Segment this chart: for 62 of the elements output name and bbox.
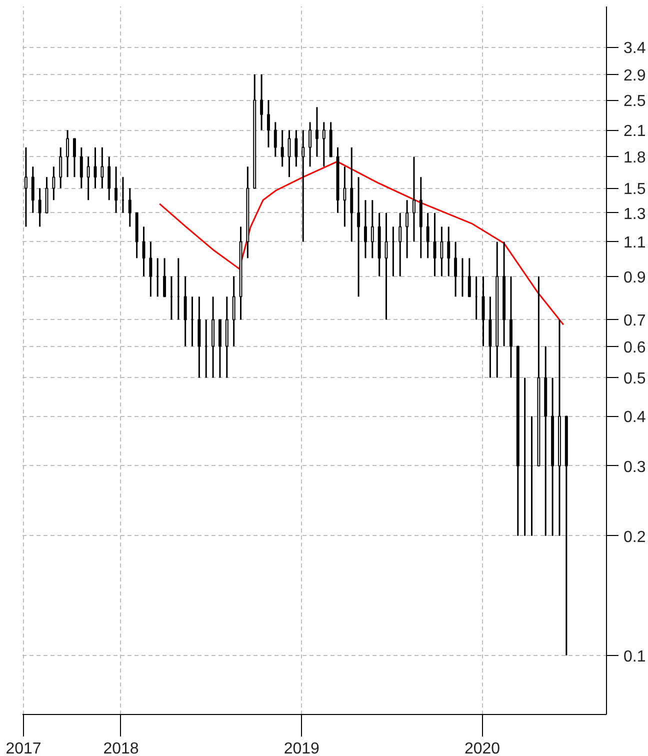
candlestick <box>384 212 388 320</box>
candlestick <box>72 138 76 178</box>
candlestick <box>38 187 42 228</box>
candlestick <box>343 166 346 228</box>
candlestick <box>100 146 104 189</box>
candlestick <box>433 212 436 278</box>
candlestick <box>184 276 187 348</box>
candlestick <box>302 129 305 242</box>
candlestick <box>357 176 360 298</box>
y-tick-label: 0.5 <box>624 370 646 388</box>
candlestick <box>31 166 34 214</box>
candlestick <box>59 146 62 189</box>
y-tick-label: 2.9 <box>624 67 646 84</box>
candlestick <box>370 199 374 259</box>
candlestick <box>232 276 236 348</box>
candlestick <box>468 257 471 298</box>
y-tick-label: 1.5 <box>624 181 646 198</box>
y-tick-label: 1.1 <box>624 234 646 252</box>
candlestick <box>108 156 111 201</box>
candlestick <box>426 212 430 259</box>
y-tick-label: 2.1 <box>624 123 646 140</box>
candlestick <box>440 226 444 278</box>
candlestick <box>454 240 458 298</box>
candlestick <box>308 121 312 168</box>
candlestick <box>266 99 270 148</box>
y-tick-label: 0.3 <box>624 458 646 476</box>
candlestick <box>114 166 118 214</box>
candlestick <box>322 121 326 168</box>
candlestick <box>149 240 152 298</box>
x-tick-label: 2019 <box>284 740 320 756</box>
candlestick <box>24 146 28 228</box>
line-series <box>158 160 564 326</box>
y-tick-label: 0.4 <box>624 409 646 426</box>
candlestick <box>447 226 450 278</box>
candlestick <box>52 166 56 201</box>
candlestick <box>482 276 485 348</box>
candlestick <box>260 74 264 131</box>
candlestick <box>280 129 284 168</box>
y-tick-label: 0.7 <box>624 312 646 330</box>
x-tick-label: 2017 <box>6 740 42 756</box>
x-tick-label: 2018 <box>103 740 139 756</box>
y-tick-label: 1.3 <box>624 206 646 223</box>
candlestick <box>294 129 298 168</box>
y-tick-label: 0.1 <box>624 648 646 666</box>
y-tick-label: 0.6 <box>624 339 646 356</box>
candlestick <box>128 187 132 228</box>
candlestick <box>315 106 318 158</box>
candlestick <box>86 156 90 201</box>
y-tick-label: 3.4 <box>624 40 646 58</box>
y-tick-label: 1.8 <box>624 150 646 167</box>
y-tick-label: 0.2 <box>624 528 646 546</box>
candlestick <box>274 121 277 158</box>
y-tick-label: 2.5 <box>624 93 646 110</box>
candlestick <box>163 257 166 298</box>
candlestick <box>412 156 416 242</box>
candlestick <box>364 199 367 259</box>
x-tick-label: 2020 <box>464 740 500 756</box>
candlestick <box>66 129 70 178</box>
y-tick-label: 0.9 <box>624 269 646 286</box>
candlestick <box>80 146 83 189</box>
candlestick <box>406 199 409 259</box>
candlestick <box>398 212 402 278</box>
